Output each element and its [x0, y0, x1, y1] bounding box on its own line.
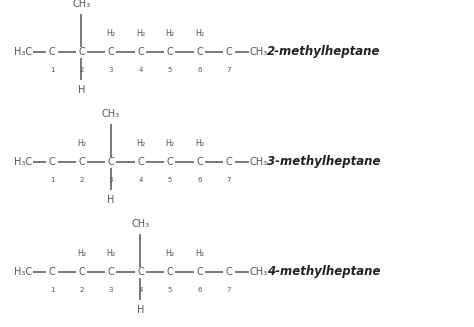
- Text: C: C: [137, 47, 144, 57]
- Text: H₂: H₂: [136, 28, 145, 38]
- Text: H₂: H₂: [77, 139, 86, 147]
- Text: C: C: [78, 267, 85, 277]
- Text: H₂: H₂: [195, 249, 204, 257]
- Text: CH₃: CH₃: [131, 219, 150, 229]
- Text: H₂: H₂: [107, 28, 116, 38]
- Text: C: C: [49, 157, 55, 167]
- Text: 4: 4: [138, 66, 143, 73]
- Text: 7: 7: [227, 286, 231, 292]
- Text: C: C: [108, 47, 114, 57]
- Text: 4-methylheptane: 4-methylheptane: [267, 266, 381, 279]
- Text: C: C: [49, 267, 55, 277]
- Text: H₂: H₂: [195, 139, 204, 147]
- Text: 3: 3: [109, 66, 113, 73]
- Text: C: C: [108, 267, 114, 277]
- Text: H₂: H₂: [165, 249, 174, 257]
- Text: H₂: H₂: [195, 28, 204, 38]
- Text: 3: 3: [109, 177, 113, 182]
- Text: 2: 2: [79, 66, 84, 73]
- Text: H₃C: H₃C: [14, 47, 32, 57]
- Text: 7: 7: [227, 177, 231, 182]
- Text: 5: 5: [168, 66, 172, 73]
- Text: C: C: [226, 157, 232, 167]
- Text: C: C: [78, 47, 85, 57]
- Text: C: C: [196, 157, 203, 167]
- Text: H₃C: H₃C: [14, 267, 32, 277]
- Text: C: C: [137, 157, 144, 167]
- Text: C: C: [167, 47, 173, 57]
- Text: C: C: [137, 267, 144, 277]
- Text: C: C: [167, 157, 173, 167]
- Text: 5: 5: [168, 177, 172, 182]
- Text: 1: 1: [50, 177, 54, 182]
- Text: C: C: [226, 267, 232, 277]
- Text: CH₃: CH₃: [102, 109, 120, 119]
- Text: H: H: [107, 195, 115, 205]
- Text: H₂: H₂: [136, 139, 145, 147]
- Text: 1: 1: [50, 66, 54, 73]
- Text: 4: 4: [138, 177, 143, 182]
- Text: C: C: [196, 47, 203, 57]
- Text: CH₃: CH₃: [73, 0, 91, 9]
- Text: 2: 2: [79, 177, 84, 182]
- Text: 7: 7: [227, 66, 231, 73]
- Text: 2: 2: [79, 286, 84, 292]
- Text: 3-methylheptane: 3-methylheptane: [267, 156, 381, 168]
- Text: 6: 6: [197, 286, 202, 292]
- Text: H: H: [137, 305, 144, 315]
- Text: H₂: H₂: [165, 139, 174, 147]
- Text: 6: 6: [197, 177, 202, 182]
- Text: C: C: [196, 267, 203, 277]
- Text: CH₃: CH₃: [249, 47, 267, 57]
- Text: 4: 4: [138, 286, 143, 292]
- Text: C: C: [78, 157, 85, 167]
- Text: H₂: H₂: [107, 249, 116, 257]
- Text: CH₃: CH₃: [249, 267, 267, 277]
- Text: C: C: [108, 157, 114, 167]
- Text: 2-methylheptane: 2-methylheptane: [267, 45, 381, 59]
- Text: H₂: H₂: [77, 249, 86, 257]
- Text: C: C: [49, 47, 55, 57]
- Text: 1: 1: [50, 286, 54, 292]
- Text: 3: 3: [109, 286, 113, 292]
- Text: CH₃: CH₃: [249, 157, 267, 167]
- Text: C: C: [167, 267, 173, 277]
- Text: C: C: [226, 47, 232, 57]
- Text: H: H: [78, 85, 85, 95]
- Text: H₃C: H₃C: [14, 157, 32, 167]
- Text: 5: 5: [168, 286, 172, 292]
- Text: H₂: H₂: [165, 28, 174, 38]
- Text: 6: 6: [197, 66, 202, 73]
